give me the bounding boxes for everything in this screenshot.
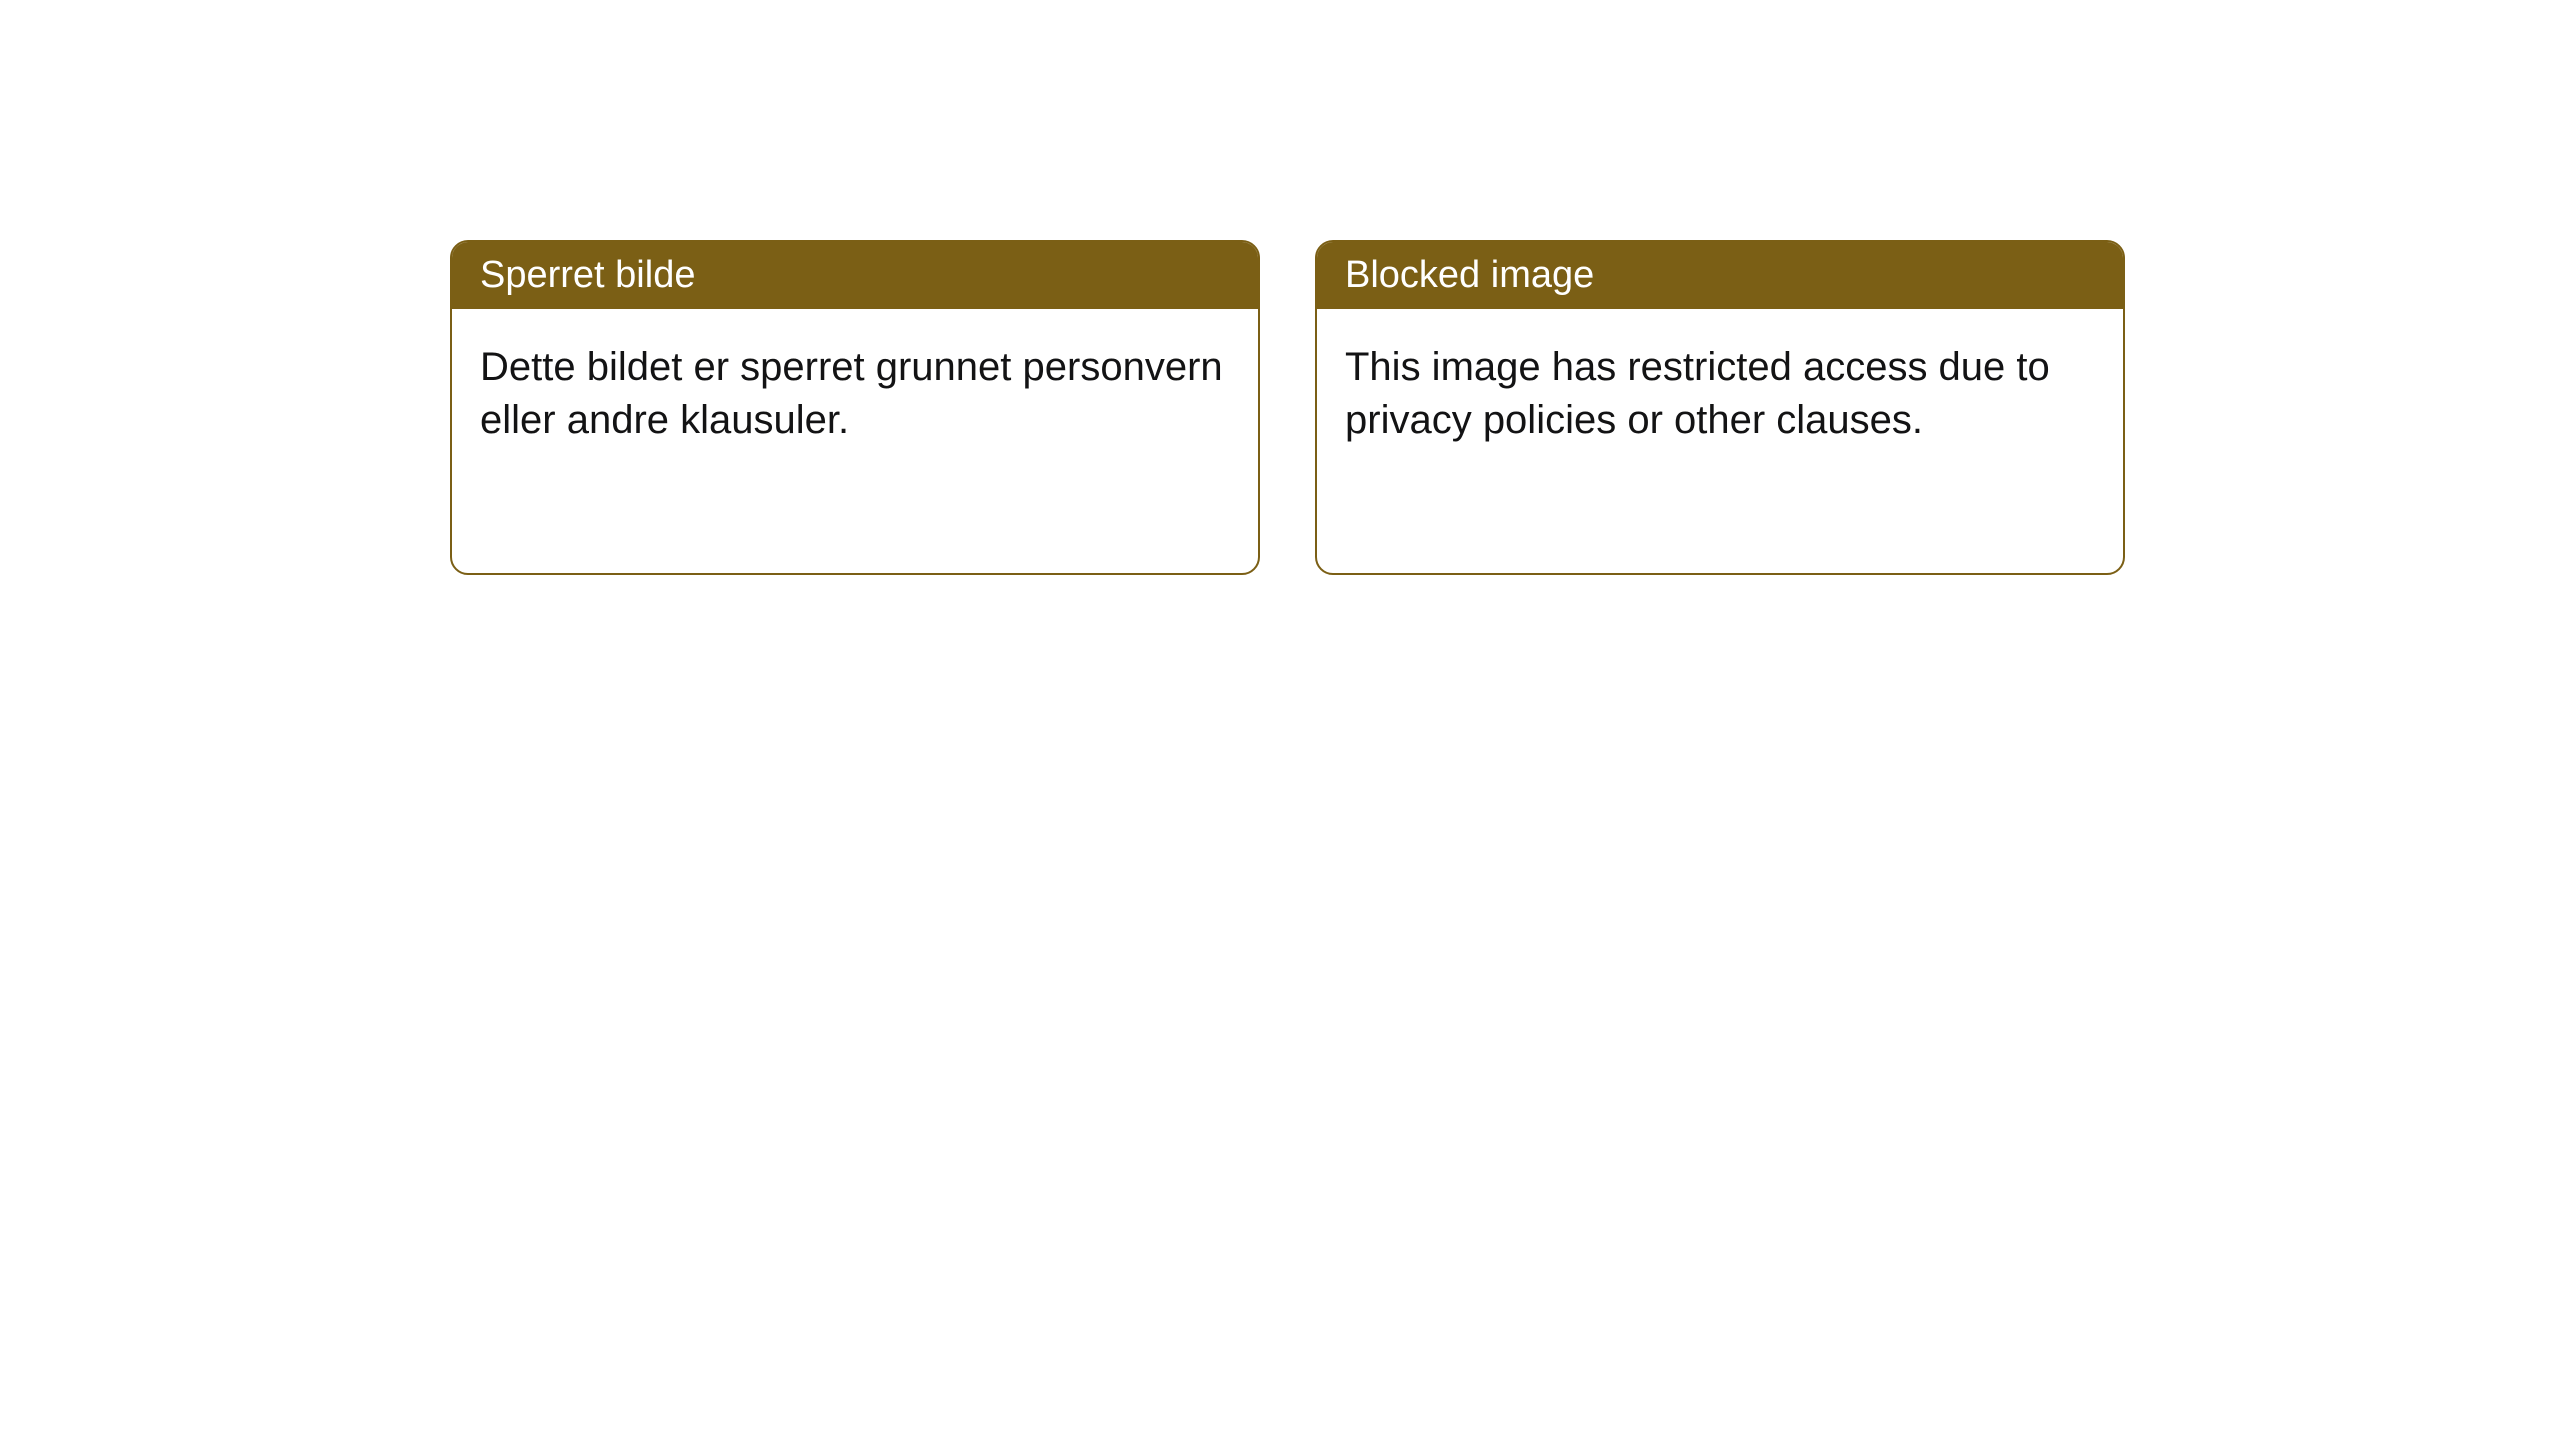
card-title: Blocked image bbox=[1345, 254, 1594, 296]
card-body: This image has restricted access due to … bbox=[1317, 309, 2123, 479]
card-title: Sperret bilde bbox=[480, 254, 695, 296]
card-body: Dette bildet er sperret grunnet personve… bbox=[452, 309, 1258, 479]
blocked-image-card-no: Sperret bilde Dette bildet er sperret gr… bbox=[450, 240, 1260, 575]
notice-container: Sperret bilde Dette bildet er sperret gr… bbox=[0, 0, 2560, 575]
card-body-text: This image has restricted access due to … bbox=[1345, 345, 2050, 442]
card-body-text: Dette bildet er sperret grunnet personve… bbox=[480, 345, 1223, 442]
card-header: Sperret bilde bbox=[452, 242, 1258, 309]
card-header: Blocked image bbox=[1317, 242, 2123, 309]
blocked-image-card-en: Blocked image This image has restricted … bbox=[1315, 240, 2125, 575]
